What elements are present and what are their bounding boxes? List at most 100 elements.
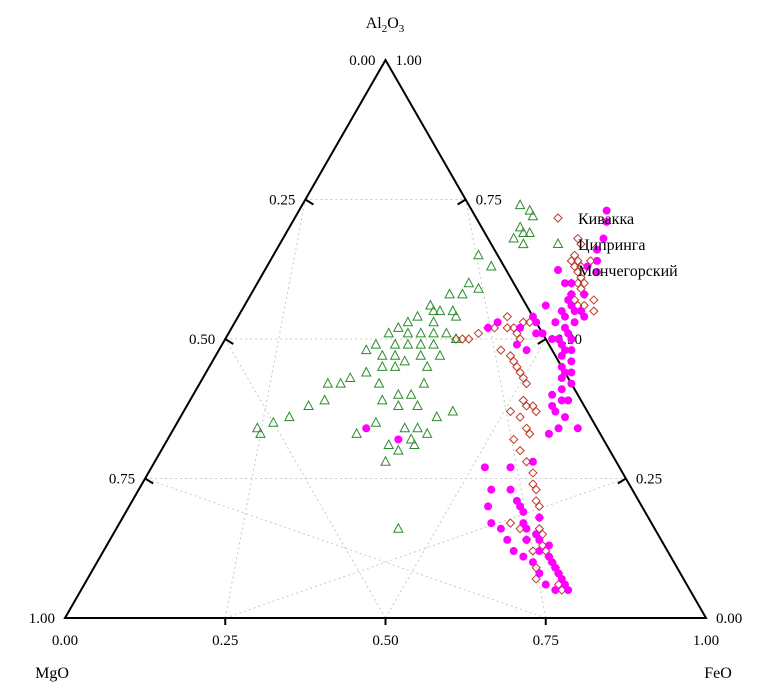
point-2-70 — [522, 535, 531, 544]
point-2-24 — [567, 346, 576, 355]
tick-label-right-0: 0.00 — [716, 611, 742, 627]
point-2-52 — [484, 323, 493, 332]
point-2-4 — [593, 256, 602, 265]
point-1-24 — [402, 327, 414, 338]
point-1-48 — [303, 399, 314, 410]
grid-line-r-0 — [224, 199, 306, 619]
point-0-28 — [464, 334, 474, 344]
point-2-17 — [570, 318, 579, 327]
point-1-61 — [412, 422, 423, 433]
point-2-7 — [567, 279, 576, 288]
point-2-86 — [519, 552, 528, 561]
point-0-47 — [505, 406, 516, 417]
point-2-89 — [541, 580, 550, 589]
point-0-53 — [528, 468, 538, 478]
point-1-64 — [409, 438, 420, 450]
point-1-36 — [389, 349, 401, 360]
point-2-55 — [362, 424, 371, 433]
point-2-6 — [593, 268, 602, 277]
point-0-51 — [515, 445, 525, 456]
point-0-43 — [521, 401, 532, 411]
tick-label-bottom-4: 1.00 — [693, 633, 719, 649]
point-0-12 — [579, 278, 589, 288]
point-2-53 — [493, 318, 502, 327]
point-0-37 — [508, 356, 519, 367]
point-2-20 — [567, 335, 576, 343]
point-2-61 — [484, 502, 493, 511]
point-0-41 — [521, 378, 532, 389]
point-0-27 — [473, 328, 484, 339]
tick-mark-right-3 — [457, 198, 467, 206]
point-2-60 — [487, 485, 496, 494]
point-1-16 — [434, 305, 446, 316]
tick-label-left-0: 0.00 — [349, 53, 375, 69]
point-1-49 — [284, 411, 295, 422]
point-2-67 — [535, 513, 544, 522]
point-2-0 — [602, 206, 611, 215]
point-2-81 — [551, 586, 560, 595]
point-2-2 — [599, 234, 608, 243]
legend-marker-0 — [553, 213, 563, 223]
point-1-2 — [527, 210, 539, 221]
point-1-6 — [517, 238, 529, 249]
point-1-41 — [389, 360, 401, 371]
legend: Кивакка Ципринга Мончегорский — [552, 211, 678, 280]
point-2-80 — [564, 586, 573, 595]
point-1-0 — [514, 199, 526, 210]
point-1-30 — [415, 338, 427, 349]
point-2-68 — [522, 524, 531, 533]
point-1-5 — [524, 226, 536, 237]
point-2-40 — [573, 424, 582, 433]
point-0-71 — [531, 574, 541, 584]
point-1-35 — [376, 349, 388, 360]
data-points — [251, 199, 611, 595]
point-0-39 — [515, 367, 525, 378]
point-1-57 — [392, 388, 404, 399]
point-1-51 — [255, 427, 266, 438]
point-1-43 — [360, 366, 372, 377]
point-1-1 — [524, 204, 536, 215]
point-2-26 — [567, 357, 576, 366]
point-1-54 — [405, 388, 417, 399]
point-1-63 — [405, 433, 417, 444]
point-0-42 — [518, 395, 529, 406]
point-0-35 — [496, 345, 506, 355]
point-1-65 — [392, 444, 404, 455]
point-1-34 — [360, 344, 372, 355]
point-2-65 — [519, 507, 528, 516]
point-2-43 — [532, 329, 541, 338]
point-2-62 — [506, 485, 515, 494]
point-1-26 — [428, 327, 439, 338]
point-0-73 — [505, 518, 516, 528]
point-0-4 — [573, 256, 583, 266]
tick-mark-right-1 — [617, 477, 627, 485]
tick-label-bottom-3: 0.75 — [533, 633, 559, 649]
tick-mark-left-3 — [144, 477, 154, 485]
point-2-38 — [560, 413, 569, 422]
point-1-12 — [457, 288, 468, 299]
legend-label-0: Кивакка — [578, 211, 634, 228]
point-2-35 — [564, 396, 573, 405]
tick-label-right-1: 0.25 — [636, 472, 662, 488]
point-2-30 — [557, 374, 566, 383]
legend-label-1: Ципринга — [578, 237, 645, 254]
point-0-57 — [534, 501, 545, 512]
point-1-20 — [412, 310, 423, 321]
point-0-0 — [573, 233, 583, 244]
point-0-45 — [531, 406, 541, 417]
point-0-24 — [502, 311, 512, 322]
point-2-84 — [509, 547, 518, 556]
point-0-33 — [512, 328, 522, 339]
apex-label-left: MgO — [35, 665, 69, 682]
point-1-10 — [463, 277, 475, 288]
point-0-49 — [525, 429, 535, 439]
tick-label-bottom-2: 0.50 — [372, 633, 398, 649]
point-2-56 — [394, 435, 403, 444]
point-0-8 — [573, 267, 583, 277]
point-2-59 — [528, 457, 537, 466]
point-2-87 — [528, 558, 537, 567]
point-0-2 — [569, 250, 580, 261]
point-2-10 — [580, 290, 589, 299]
point-1-47 — [319, 394, 330, 405]
point-1-72 — [392, 522, 404, 533]
